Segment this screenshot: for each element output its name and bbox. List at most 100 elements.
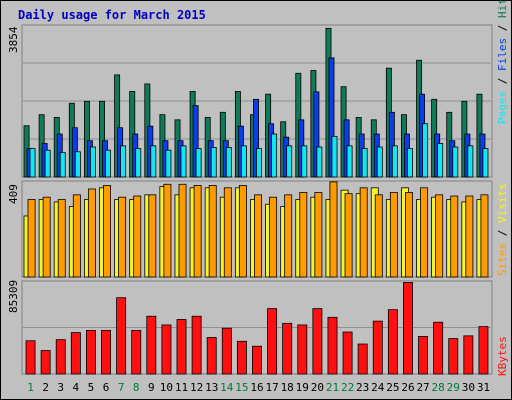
bar-pages-9 <box>150 145 157 178</box>
legend-sites: Sites <box>496 242 509 276</box>
x-tick-label-21: 21 <box>326 381 339 394</box>
bar-pages-25 <box>391 145 398 178</box>
bar-pages-28 <box>437 143 444 178</box>
x-tick-label-4: 4 <box>73 381 80 394</box>
bar-sites-13 <box>208 185 217 278</box>
x-tick-label-10: 10 <box>160 381 173 394</box>
bar-kbytes-5 <box>85 329 96 375</box>
bar-sites-5 <box>87 188 96 278</box>
bar-sites-29 <box>450 195 459 278</box>
bar-kbytes-12 <box>191 315 202 375</box>
bar-kbytes-20 <box>312 308 323 375</box>
bar-pages-8 <box>135 148 142 178</box>
bar-sites-11 <box>178 183 187 278</box>
x-tick-label-20: 20 <box>311 381 324 394</box>
x-tick-label-17: 17 <box>265 381 278 394</box>
bar-pages-13 <box>210 147 217 178</box>
bar-sites-8 <box>133 195 142 278</box>
legend-kbytes: KBytes <box>496 336 509 376</box>
x-tick-label-9: 9 <box>148 381 155 394</box>
x-tick-label-14: 14 <box>220 381 234 394</box>
x-tick-label-18: 18 <box>281 381 294 394</box>
x-tick-label-25: 25 <box>386 381 399 394</box>
legend-files: Files <box>496 37 509 71</box>
bar-files-25 <box>388 111 395 178</box>
bar-kbytes-26 <box>403 282 413 375</box>
bar-pages-21 <box>331 135 338 178</box>
bar-sites-19 <box>299 192 308 278</box>
bar-pages-4 <box>74 151 81 178</box>
bar-sites-15 <box>238 185 247 278</box>
x-tick-label-16: 16 <box>250 381 263 394</box>
bar-sites-24 <box>374 194 383 278</box>
chart-title: Daily usage for March 2015 <box>18 8 206 22</box>
bar-kbytes-27 <box>418 335 429 375</box>
bar-sites-6 <box>103 185 111 278</box>
x-tick-label-23: 23 <box>356 381 369 394</box>
x-tick-label-15: 15 <box>235 381 248 394</box>
bar-pages-2 <box>44 149 51 178</box>
bar-pages-14 <box>225 147 232 178</box>
bar-sites-4 <box>72 194 81 278</box>
legend-pages: Pages <box>496 90 509 124</box>
x-tick-label-12: 12 <box>190 381 203 394</box>
bar-kbytes-7 <box>116 297 127 375</box>
bar-sites-23 <box>359 187 368 278</box>
legend-visits: Visits <box>496 183 509 223</box>
bar-pages-10 <box>165 149 172 178</box>
x-tick-label-7: 7 <box>118 381 125 394</box>
bar-pages-18 <box>286 145 293 178</box>
bar-hits-6 <box>99 100 105 178</box>
bar-pages-12 <box>195 148 202 178</box>
x-tick-label-29: 29 <box>447 381 460 394</box>
bar-sites-17 <box>269 196 278 278</box>
bar-pages-27 <box>422 123 429 178</box>
bar-kbytes-16 <box>252 345 262 375</box>
bar-sites-30 <box>465 195 474 278</box>
bar-kbytes-18 <box>282 322 293 375</box>
bar-pages-3 <box>59 152 66 178</box>
panel1-ymax-label: 3854 <box>7 26 20 54</box>
bar-pages-5 <box>89 146 96 178</box>
bar-sites-9 <box>148 194 157 278</box>
bar-files-21 <box>328 57 335 178</box>
bar-pages-6 <box>105 149 111 178</box>
bar-kbytes-2 <box>40 350 51 375</box>
bar-pages-20 <box>316 146 323 178</box>
bar-kbytes-4 <box>70 332 81 375</box>
x-tick-label-27: 27 <box>416 381 429 394</box>
bar-sites-27 <box>420 187 429 278</box>
bar-pages-11 <box>180 145 187 178</box>
bar-sites-31 <box>480 194 489 278</box>
bar-sites-18 <box>284 194 293 278</box>
x-tick-label-6: 6 <box>103 381 110 394</box>
bar-kbytes-9 <box>146 315 157 375</box>
x-tick-label-3: 3 <box>57 381 64 394</box>
legend-hits: Hits <box>496 0 509 18</box>
x-tick-label-2: 2 <box>42 381 49 394</box>
legend-pages-files-hits: Pages / Files / Hits <box>496 0 509 124</box>
x-tick-label-24: 24 <box>371 381 385 394</box>
bar-kbytes-22 <box>342 331 353 375</box>
bar-pages-31 <box>482 148 489 178</box>
x-tick-label-13: 13 <box>205 381 218 394</box>
bar-kbytes-19 <box>297 324 308 375</box>
bar-kbytes-15 <box>236 340 247 375</box>
bar-sites-22 <box>344 193 353 278</box>
bar-sites-28 <box>435 194 444 278</box>
bar-pages-17 <box>271 133 278 178</box>
x-tick-label-22: 22 <box>341 381 354 394</box>
bar-kbytes-6 <box>101 329 111 375</box>
bar-sites-25 <box>389 192 398 278</box>
bar-kbytes-8 <box>131 329 142 375</box>
bar-pages-19 <box>301 145 308 178</box>
bar-kbytes-17 <box>267 308 278 375</box>
bar-kbytes-14 <box>221 327 232 375</box>
bar-sites-7 <box>118 196 127 278</box>
bar-sites-16 <box>254 194 262 278</box>
bar-files-12 <box>192 105 199 178</box>
bar-hits-7 <box>114 74 121 178</box>
bar-pages-22 <box>346 145 353 178</box>
panel3-ymax-label: 85309 <box>7 279 20 313</box>
bar-kbytes-3 <box>55 339 66 375</box>
